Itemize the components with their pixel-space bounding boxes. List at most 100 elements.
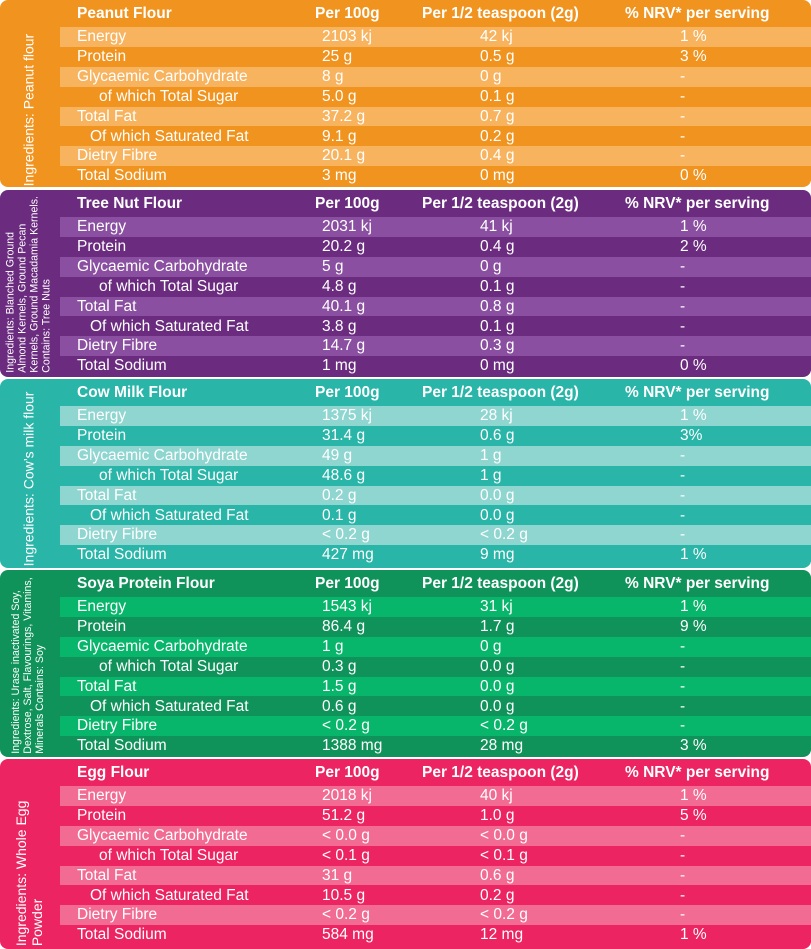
value-per-serving: < 0.2 g	[480, 717, 528, 735]
value-per100: 2018 kj	[322, 787, 372, 804]
value-per-serving: 1.7 g	[480, 617, 515, 635]
ingredients-sidebar: Ingredients: Cow’s milk flour	[0, 379, 58, 568]
row-label: Dietry Fibre	[77, 717, 158, 735]
table-row: Total Sodium 1 mg 0 mg 0 %	[60, 356, 811, 377]
column-header-per100: Per 100g	[315, 384, 380, 401]
value-per100: 3 mg	[322, 167, 357, 185]
table-row: Protein 20.2 g 0.4 g 2 %	[60, 236, 811, 257]
value-per100: 0.1 g	[322, 506, 357, 524]
table-row: Dietry Fibre 20.1 g 0.4 g -	[60, 146, 811, 167]
value-nrv: -	[680, 677, 686, 695]
value-per100: 20.2 g	[322, 237, 366, 255]
section-title: Egg Flour	[77, 764, 150, 781]
value-per100: 40.1 g	[322, 297, 366, 315]
row-label: Protein	[77, 806, 127, 824]
value-nrv: -	[680, 277, 686, 295]
value-nrv: 1 %	[680, 787, 707, 804]
value-per-serving: 0.2 g	[480, 127, 515, 145]
value-nrv: -	[680, 297, 686, 315]
value-per-serving: < 0.0 g	[480, 826, 528, 844]
value-per-serving: 0 mg	[480, 167, 515, 185]
value-nrv: -	[680, 657, 686, 675]
row-label: Dietry Fibre	[77, 337, 158, 355]
column-header-per100: Per 100g	[315, 5, 380, 22]
row-label: Of which Saturated Fat	[90, 886, 249, 904]
table-row: Total Fat 37.2 g 0.7 g -	[60, 106, 811, 127]
table-row: Energy 2018 kj 40 kj 1 %	[60, 786, 811, 806]
column-header-nrv: % NRV* per serving	[625, 5, 770, 22]
value-per-serving: 0.0 g	[480, 506, 515, 524]
value-nrv: -	[680, 526, 686, 544]
row-label: Of which Saturated Fat	[90, 506, 249, 524]
row-label: Glycaemic Carbohydrate	[77, 826, 248, 844]
section-title: Soya Protein Flour	[77, 575, 215, 592]
row-label: Dietry Fibre	[77, 147, 158, 165]
table-row: of which Total Sugar 0.3 g 0.0 g -	[60, 656, 811, 677]
table-row: Total Sodium 584 mg 12 mg 1 %	[60, 925, 811, 946]
table-row: Protein 51.2 g 1.0 g 5 %	[60, 805, 811, 826]
value-per100: 2031 kj	[322, 218, 372, 235]
table-row: Of which Saturated Fat 0.1 g 0.0 g -	[60, 505, 811, 526]
value-nrv: 3%	[680, 426, 703, 444]
ingredients-text: Ingredients: Whole Egg Powder	[12, 800, 44, 947]
row-label: Dietry Fibre	[77, 906, 158, 924]
row-label: Energy	[77, 28, 127, 45]
table-row: Dietry Fibre < 0.2 g < 0.2 g -	[60, 905, 811, 926]
section-soya: Ingredients: Urase inactivated Soy, Dext…	[0, 570, 811, 757]
table-row: Total Fat 40.1 g 0.8 g -	[60, 296, 811, 317]
value-nrv: -	[680, 486, 686, 504]
value-per100: 20.1 g	[322, 147, 366, 165]
value-nrv: -	[680, 886, 686, 904]
column-header-per-serving: Per 1/2 teaspoon (2g)	[422, 195, 579, 212]
row-label: Protein	[77, 426, 127, 444]
value-per100: 14.7 g	[322, 337, 366, 355]
row-label: Total Sodium	[77, 546, 167, 564]
table-row: of which Total Sugar 4.8 g 0.1 g -	[60, 276, 811, 297]
value-nrv: -	[680, 87, 686, 105]
row-label: of which Total Sugar	[99, 277, 239, 295]
value-per-serving: 0 g	[480, 257, 502, 275]
table-row: Glycaemic Carbohydrate < 0.0 g < 0.0 g -	[60, 825, 811, 846]
section-title: Cow Milk Flour	[77, 384, 188, 401]
value-per-serving: 0.6 g	[480, 866, 515, 884]
value-per100: 427 mg	[322, 546, 374, 564]
table-row: of which Total Sugar 48.6 g 1 g -	[60, 465, 811, 486]
row-label: Of which Saturated Fat	[90, 317, 249, 335]
column-header-nrv: % NRV* per serving	[625, 764, 770, 781]
table-row: Protein 86.4 g 1.7 g 9 %	[60, 616, 811, 637]
table-row: Of which Saturated Fat 10.5 g 0.2 g -	[60, 885, 811, 906]
value-per-serving: < 0.2 g	[480, 526, 528, 544]
row-label: Energy	[77, 407, 127, 424]
value-per100: 51.2 g	[322, 806, 366, 824]
row-label: Glycaemic Carbohydrate	[77, 446, 248, 464]
table-row: Glycaemic Carbohydrate 49 g 1 g -	[60, 445, 811, 466]
ingredients-text: Ingredients: Cow’s milk flour	[20, 391, 37, 566]
value-per-serving: 0 g	[480, 637, 502, 655]
row-label: Energy	[77, 218, 127, 235]
value-per-serving: 0.0 g	[480, 657, 515, 675]
table-row: of which Total Sugar 5.0 g 0.1 g -	[60, 86, 811, 107]
row-label: Protein	[77, 47, 127, 65]
table-row: Total Fat 0.2 g 0.0 g -	[60, 485, 811, 506]
value-per100: < 0.2 g	[322, 717, 370, 735]
row-label: Protein	[77, 237, 127, 255]
row-label: Glycaemic Carbohydrate	[77, 637, 248, 655]
row-label: Total Fat	[77, 297, 137, 315]
column-header-nrv: % NRV* per serving	[625, 384, 770, 401]
value-per-serving: 0.2 g	[480, 886, 515, 904]
row-label: Total Sodium	[77, 167, 167, 185]
value-per-serving: 0.4 g	[480, 237, 515, 255]
value-per100: < 0.2 g	[322, 906, 370, 924]
value-per100: 584 mg	[322, 926, 374, 944]
value-per100: 1543 kj	[322, 598, 372, 615]
ingredients-sidebar: Ingredients: Urase inactivated Soy, Dext…	[0, 570, 58, 757]
row-label: Total Fat	[77, 866, 137, 884]
table-row: Dietry Fibre 14.7 g 0.3 g -	[60, 336, 811, 357]
row-label: Of which Saturated Fat	[90, 697, 249, 715]
value-per-serving: 0.0 g	[480, 486, 515, 504]
value-per100: 48.6 g	[322, 466, 366, 484]
row-label: of which Total Sugar	[99, 657, 239, 675]
value-per100: < 0.1 g	[322, 846, 370, 864]
value-per-serving: 9 mg	[480, 546, 515, 564]
value-per100: < 0.2 g	[322, 526, 370, 544]
